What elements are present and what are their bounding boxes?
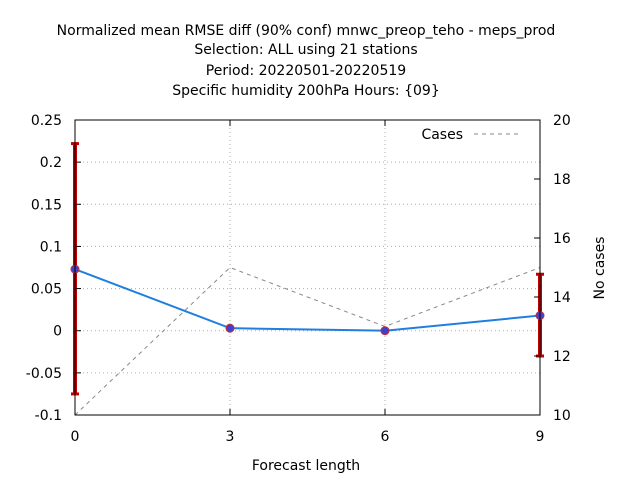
y-tick-labels: -0.1 -0.05 0 0.05 0.1 0.15 0.2 0.25 (26, 113, 62, 424)
x-tick-label: 9 (536, 429, 545, 445)
y2-tick-label: 10 (553, 408, 571, 424)
y-tick-label: 0.25 (31, 113, 62, 129)
y-tick-label: 0.1 (40, 239, 62, 255)
y2-tick-label: 18 (553, 172, 571, 188)
x-tick-label: 0 (71, 429, 80, 445)
y-tick-label: -0.05 (26, 366, 62, 382)
plot-frame (74, 119, 541, 416)
y-tick-label: 0.05 (31, 282, 62, 298)
series-point (380, 326, 390, 336)
y-tick-label: 0.2 (40, 155, 62, 171)
y2-tick-label: 20 (553, 113, 571, 129)
y2-tick-label: 16 (553, 231, 571, 247)
ticks (74, 119, 541, 416)
y-tick-label: 0.15 (31, 197, 62, 213)
x-tick-label: 3 (226, 429, 235, 445)
series-markers (70, 264, 545, 336)
y-tick-label: 0 (53, 324, 62, 340)
y2-tick-label: 12 (553, 349, 571, 365)
title-line-1: Normalized mean RMSE diff (90% conf) mnw… (57, 23, 556, 39)
series-point (225, 323, 235, 333)
y2-tick-label: 14 (553, 290, 571, 306)
title-line-2: Selection: ALL using 21 stations (194, 42, 417, 58)
legend: Cases (421, 127, 522, 143)
y-tick-label: -0.1 (35, 408, 62, 424)
confidence-intervals (71, 142, 544, 396)
series-line-cases (74, 266, 541, 416)
y2-tick-labels: 10 12 14 16 18 20 (553, 113, 571, 424)
title-line-4: Specific humidity 200hPa Hours: {09} (172, 83, 439, 99)
legend-label-cases: Cases (421, 127, 463, 143)
series-lines (74, 266, 541, 416)
series-line-rmse-diff (74, 268, 541, 332)
x-axis-label: Forecast length (252, 458, 360, 474)
x-tick-label: 6 (381, 429, 390, 445)
x-tick-labels: 0 3 6 9 (71, 429, 545, 445)
grid (75, 120, 540, 415)
title-line-3: Period: 20220501-20220519 (206, 63, 406, 79)
y2-axis-label: No cases (592, 237, 608, 300)
chart-title: Normalized mean RMSE diff (90% conf) mnw… (57, 23, 556, 99)
